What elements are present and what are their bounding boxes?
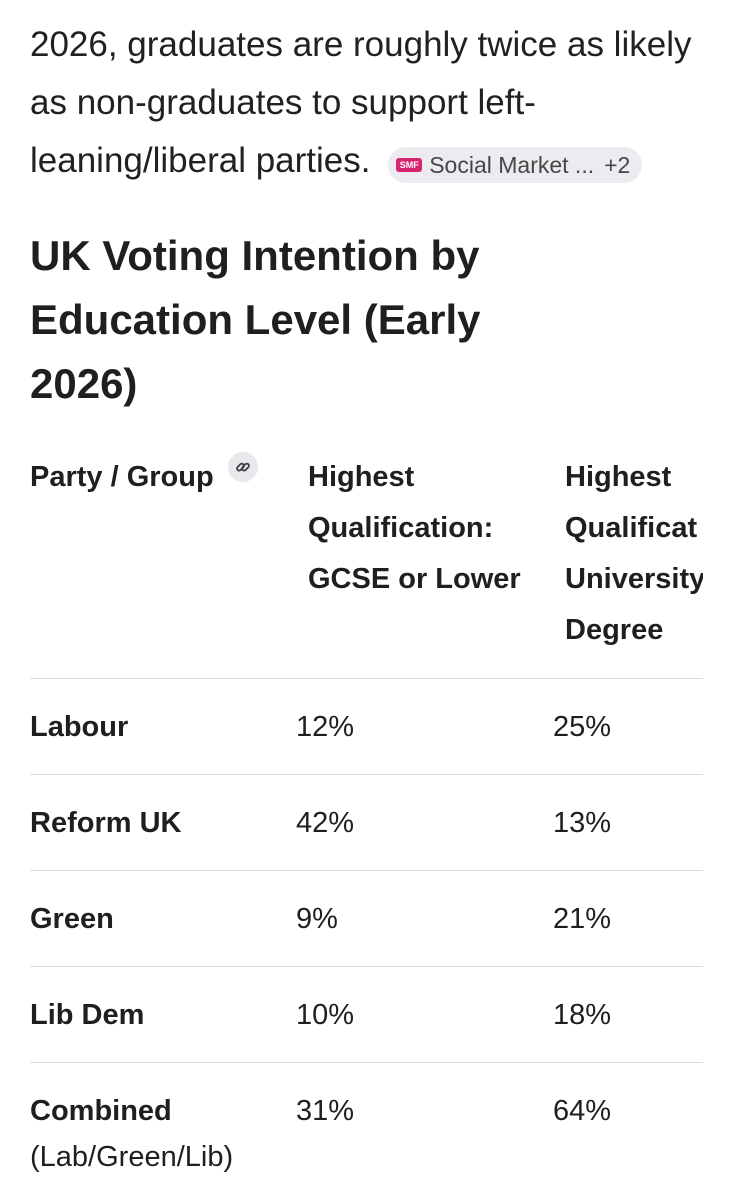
header-degree-line: University: [565, 563, 703, 595]
degree-value: 13%: [553, 774, 703, 871]
header-party-label: Party / Group: [30, 461, 214, 493]
table-row: Lib Dem 10% 18%: [30, 966, 703, 1063]
source-chip-more: +2: [604, 152, 631, 178]
intro-paragraph: 2026, graduates are roughly twice as lik…: [30, 16, 720, 190]
table-header-row: Party / Group Highest Qualification: GCS…: [30, 450, 703, 679]
gcse-value: 10%: [296, 966, 553, 1063]
header-degree-line: Degree: [565, 614, 664, 646]
link-icon[interactable]: [227, 452, 258, 482]
table-heading: UK Voting Intention by Education Level (…: [30, 232, 481, 407]
table-row: Reform UK 42% 13%: [30, 774, 703, 871]
gcse-value: 42%: [296, 774, 553, 871]
degree-value: 18%: [553, 966, 703, 1063]
degree-value: 25%: [553, 678, 703, 775]
degree-value: 64%: [553, 1095, 612, 1127]
party-cell: Labour: [30, 678, 296, 775]
party-cell: Lib Dem: [30, 966, 296, 1063]
intro-text: 2026, graduates are roughly twice as lik…: [30, 25, 692, 180]
degree-value: 21%: [553, 870, 703, 967]
smf-logo-icon: SMF: [396, 158, 423, 172]
table-row: Green 9% 21%: [30, 870, 703, 967]
gcse-value: 31%: [296, 1095, 355, 1127]
party-subtitle: (Lab/Green/Lib): [30, 1141, 234, 1173]
party-cell: Green: [30, 870, 296, 967]
party-name: Combined: [30, 1095, 172, 1127]
party-cell: Reform UK: [30, 774, 296, 871]
header-gcse: Highest Qualification: GCSE or Lower: [296, 450, 553, 679]
table-row: Labour 12% 25%: [30, 678, 703, 775]
source-chip[interactable]: SMF Social Market ... +2: [388, 147, 643, 183]
gcse-value: 12%: [296, 678, 553, 775]
header-party: Party / Group: [30, 450, 296, 679]
voting-table: Party / Group Highest Qualification: GCS…: [30, 450, 703, 1180]
header-degree: Highest Qualificat University Degree: [553, 450, 703, 679]
voting-table-scroll[interactable]: Party / Group Highest Qualification: GCS…: [30, 450, 703, 1180]
party-cell: Combined (Lab/Green/Lib): [30, 1063, 296, 1181]
source-chip-label: Social Market ...: [429, 152, 595, 178]
header-degree-line: Highest: [565, 461, 672, 493]
gcse-value: 9%: [296, 870, 553, 967]
header-degree-line: Qualificat: [565, 512, 698, 544]
table-row: Combined (Lab/Green/Lib) 31% 64%: [30, 1063, 703, 1181]
